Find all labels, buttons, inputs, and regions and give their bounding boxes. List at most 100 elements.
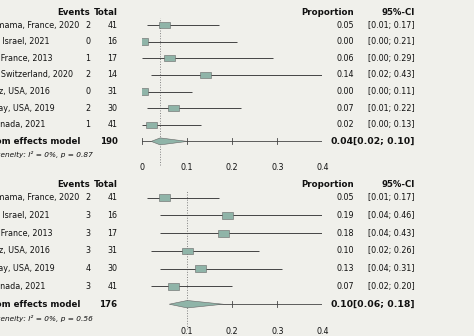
Text: 14: 14 bbox=[108, 70, 118, 79]
Text: Random effects model: Random effects model bbox=[0, 137, 81, 146]
Text: Efrima, Israel, 2021: Efrima, Israel, 2021 bbox=[0, 211, 50, 220]
Text: 0.14: 0.14 bbox=[337, 70, 354, 79]
Text: 0.07: 0.07 bbox=[336, 282, 354, 291]
Text: 2: 2 bbox=[85, 70, 91, 79]
Polygon shape bbox=[151, 138, 187, 145]
Text: 0.19: 0.19 bbox=[336, 211, 354, 220]
Bar bbox=[159, 194, 170, 201]
Text: [0.00; 0.13]: [0.00; 0.13] bbox=[368, 120, 415, 129]
Text: 0.3: 0.3 bbox=[271, 163, 283, 172]
Text: Schmitz, USA, 2016: Schmitz, USA, 2016 bbox=[0, 246, 50, 255]
Text: Random effects model: Random effects model bbox=[0, 300, 81, 309]
Text: Yan, Canada, 2021: Yan, Canada, 2021 bbox=[0, 120, 46, 129]
Text: [0.00; 0.29]: [0.00; 0.29] bbox=[368, 54, 415, 63]
Bar bbox=[159, 22, 170, 28]
Text: Saltiel, Switzerland, 2020: Saltiel, Switzerland, 2020 bbox=[0, 70, 73, 79]
Text: [0.04; 0.46]: [0.04; 0.46] bbox=[368, 211, 415, 220]
Text: 0.18: 0.18 bbox=[337, 229, 354, 238]
Text: 3: 3 bbox=[85, 282, 91, 291]
Text: Bouhamama, France, 2020: Bouhamama, France, 2020 bbox=[0, 193, 79, 202]
Text: 0.4: 0.4 bbox=[316, 163, 328, 172]
Text: [0.02; 0.26]: [0.02; 0.26] bbox=[368, 246, 415, 255]
Text: Tremblay, USA, 2019: Tremblay, USA, 2019 bbox=[0, 103, 55, 113]
Text: 30: 30 bbox=[108, 264, 118, 273]
Text: 0: 0 bbox=[85, 37, 91, 46]
Text: 3: 3 bbox=[85, 246, 91, 255]
Text: 16: 16 bbox=[108, 37, 118, 46]
Text: Havez, France, 2013: Havez, France, 2013 bbox=[0, 229, 53, 238]
Text: [0.02; 0.43]: [0.02; 0.43] bbox=[368, 70, 415, 79]
Text: [0.04; 0.31]: [0.04; 0.31] bbox=[368, 264, 415, 273]
Text: Efrima, Israel, 2021: Efrima, Israel, 2021 bbox=[0, 37, 50, 46]
Text: 16: 16 bbox=[108, 211, 118, 220]
Text: 0.10: 0.10 bbox=[331, 300, 354, 309]
Text: 17: 17 bbox=[107, 229, 118, 238]
Text: Havez, France, 2013: Havez, France, 2013 bbox=[0, 54, 53, 63]
Text: Bouhamama, France, 2020: Bouhamama, France, 2020 bbox=[0, 20, 79, 30]
Text: Total: Total bbox=[93, 8, 118, 17]
Bar bbox=[182, 248, 192, 254]
Text: 41: 41 bbox=[108, 20, 118, 30]
Bar bbox=[200, 72, 210, 78]
Text: 30: 30 bbox=[108, 103, 118, 113]
Text: 31: 31 bbox=[108, 246, 118, 255]
Text: 190: 190 bbox=[100, 137, 118, 146]
Text: Events: Events bbox=[58, 180, 91, 189]
Text: [0.01; 0.17]: [0.01; 0.17] bbox=[368, 193, 415, 202]
Bar bbox=[218, 230, 228, 237]
Text: Events: Events bbox=[58, 8, 91, 17]
Bar bbox=[222, 212, 233, 219]
Text: [0.01; 0.17]: [0.01; 0.17] bbox=[368, 20, 415, 30]
Text: [0.00; 0.11]: [0.00; 0.11] bbox=[368, 87, 415, 96]
Text: 0.2: 0.2 bbox=[226, 327, 238, 336]
Bar bbox=[164, 55, 174, 61]
Text: 0.06: 0.06 bbox=[337, 54, 354, 63]
Text: 95%-CI: 95%-CI bbox=[381, 8, 415, 17]
Text: 1: 1 bbox=[85, 54, 91, 63]
Text: 0.4: 0.4 bbox=[316, 327, 328, 336]
Text: [0.04; 0.43]: [0.04; 0.43] bbox=[368, 229, 415, 238]
Text: 41: 41 bbox=[108, 193, 118, 202]
Text: [0.01; 0.22]: [0.01; 0.22] bbox=[368, 103, 415, 113]
Text: Total: Total bbox=[93, 180, 118, 189]
Polygon shape bbox=[169, 300, 223, 308]
Text: 0.07: 0.07 bbox=[336, 103, 354, 113]
Text: 3: 3 bbox=[85, 229, 91, 238]
Text: 41: 41 bbox=[108, 120, 118, 129]
Text: 2: 2 bbox=[85, 20, 91, 30]
Text: 0.1: 0.1 bbox=[181, 327, 193, 336]
Text: Yan, Canada, 2021: Yan, Canada, 2021 bbox=[0, 282, 46, 291]
Bar bbox=[137, 39, 147, 45]
Text: 176: 176 bbox=[100, 300, 118, 309]
Bar bbox=[146, 122, 156, 128]
Text: 0.00: 0.00 bbox=[337, 37, 354, 46]
Text: [0.00; 0.21]: [0.00; 0.21] bbox=[368, 37, 415, 46]
Text: 0.3: 0.3 bbox=[271, 327, 283, 336]
Bar bbox=[168, 105, 179, 111]
Bar bbox=[137, 88, 147, 95]
Bar bbox=[168, 283, 179, 290]
Text: 0.2: 0.2 bbox=[226, 163, 238, 172]
Text: Tremblay, USA, 2019: Tremblay, USA, 2019 bbox=[0, 264, 55, 273]
Text: 2: 2 bbox=[85, 103, 91, 113]
Text: [0.02; 0.20]: [0.02; 0.20] bbox=[368, 282, 415, 291]
Text: [0.06; 0.18]: [0.06; 0.18] bbox=[353, 300, 415, 309]
Text: 1: 1 bbox=[85, 120, 91, 129]
Text: 3: 3 bbox=[85, 211, 91, 220]
Bar bbox=[195, 265, 206, 272]
Text: Heterogeneity: I² = 0%, p = 0.56: Heterogeneity: I² = 0%, p = 0.56 bbox=[0, 315, 93, 322]
Text: 0.10: 0.10 bbox=[337, 246, 354, 255]
Text: [0.02; 0.10]: [0.02; 0.10] bbox=[353, 137, 415, 146]
Text: Proportion: Proportion bbox=[301, 8, 354, 17]
Text: Schmitz, USA, 2016: Schmitz, USA, 2016 bbox=[0, 87, 50, 96]
Text: 0: 0 bbox=[85, 87, 91, 96]
Text: 0.13: 0.13 bbox=[337, 264, 354, 273]
Text: 0: 0 bbox=[140, 163, 145, 172]
Text: 31: 31 bbox=[108, 87, 118, 96]
Text: 0.02: 0.02 bbox=[336, 120, 354, 129]
Text: 95%-CI: 95%-CI bbox=[381, 180, 415, 189]
Text: 0.05: 0.05 bbox=[336, 20, 354, 30]
Text: 2: 2 bbox=[85, 193, 91, 202]
Text: 41: 41 bbox=[108, 282, 118, 291]
Text: 4: 4 bbox=[85, 264, 91, 273]
